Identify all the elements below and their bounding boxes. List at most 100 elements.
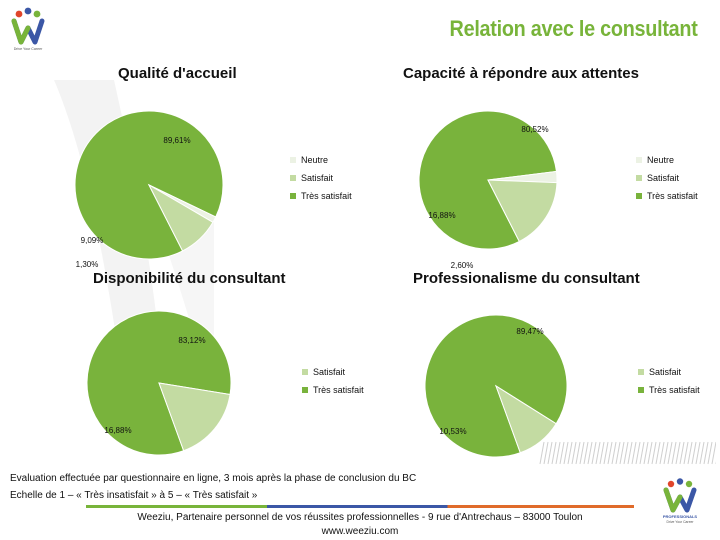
- hatch-line: [695, 441, 701, 465]
- data-label-satisfait: 16,88%: [104, 426, 131, 435]
- hatch-line: [591, 441, 597, 465]
- legend-swatch: [636, 157, 642, 163]
- pie-slice-satisfait: [147, 183, 214, 252]
- legend-swatch: [638, 369, 644, 375]
- legend-label: Très satisfait: [301, 191, 352, 201]
- scale-note: Echelle de 1 – « Très insatisfait » à 5 …: [10, 490, 258, 501]
- hatch-line: [687, 441, 693, 465]
- logo-tagline: Drive Your Career: [14, 47, 43, 51]
- hatch-line: [651, 441, 657, 465]
- chart-title-professionalisme: Professionalisme du consultant: [413, 270, 640, 287]
- hatch-line: [583, 441, 589, 465]
- legend-qualite: Neutre Satisfait Très satisfait: [290, 151, 352, 205]
- hatch-line: [671, 441, 677, 465]
- legend-swatch: [302, 387, 308, 393]
- data-label-satisfait: 9,09%: [81, 236, 104, 245]
- hatch-line: [663, 441, 669, 465]
- hatch-line: [563, 441, 569, 465]
- hatch-line: [703, 441, 709, 465]
- hatch-line: [551, 441, 557, 465]
- hatch-line: [635, 441, 641, 465]
- evaluation-note: Evaluation effectuée par questionnaire e…: [10, 473, 417, 484]
- legend-item-neutre: Neutre: [636, 151, 698, 169]
- chart-title-capacite: Capacité à répondre aux attentes: [403, 65, 639, 82]
- hatch-line: [603, 441, 609, 465]
- footer-color-bar: [86, 505, 634, 508]
- hatch-line: [571, 441, 577, 465]
- legend-item-tres-satisfait: Très satisfait: [302, 381, 364, 399]
- legend-item-neutre: Neutre: [290, 151, 352, 169]
- hatch-line: [707, 441, 713, 465]
- hatch-line: [619, 441, 625, 465]
- company-address: Weeziu, Partenaire personnel de vos réus…: [137, 512, 583, 523]
- hatch-line: [623, 441, 629, 465]
- hatch-line: [567, 441, 573, 465]
- data-label-satisfait: 10,53%: [439, 427, 466, 436]
- legend-label: Satisfait: [301, 173, 334, 183]
- hatch-line: [599, 441, 605, 465]
- pie-slice-satisfait: [495, 384, 557, 454]
- legend-professionalisme: Satisfait Très satisfait: [638, 363, 700, 399]
- legend-swatch: [638, 387, 644, 393]
- hatch-line: [579, 441, 585, 465]
- legend-item-satisfait: Satisfait: [638, 363, 700, 381]
- legend-label: Satisfait: [649, 367, 682, 377]
- hatch-line: [627, 441, 633, 465]
- hatch-line: [643, 441, 649, 465]
- hatch-line: [711, 441, 716, 465]
- weeziu-professionals-logo: PROFESSIONALS Drive Your Career: [663, 478, 697, 524]
- pie-chart-qualite: 89,61% 1,30% 9,09%: [74, 110, 224, 269]
- pie-slice-satisfait: [158, 382, 231, 452]
- hatch-line: [639, 441, 645, 465]
- decorative-hatch-lines: [539, 441, 716, 465]
- legend-swatch: [290, 157, 296, 163]
- hatch-line: [539, 441, 545, 465]
- footer-notes: Evaluation effectuée par questionnaire e…: [10, 470, 416, 504]
- legend-item-satisfait: Satisfait: [636, 169, 698, 187]
- legend-label: Très satisfait: [313, 385, 364, 395]
- hatch-line: [607, 441, 613, 465]
- legend-item-satisfait: Satisfait: [290, 169, 352, 187]
- pie-slice-satisfait: [487, 179, 558, 243]
- hatch-line: [667, 441, 673, 465]
- pie-chart-capacite: 80,52% 2,60% 16,88%: [418, 110, 558, 270]
- pie-chart-professionalisme: 89,47% 10,53%: [424, 314, 568, 458]
- hatch-line: [683, 441, 689, 465]
- hatch-line: [647, 441, 653, 465]
- hatch-line: [587, 441, 593, 465]
- legend-capacite: Neutre Satisfait Très satisfait: [636, 151, 698, 205]
- page-title: Relation avec le consultant: [450, 16, 698, 41]
- legend-item-tres-satisfait: Très satisfait: [636, 187, 698, 205]
- legend-item-satisfait: Satisfait: [302, 363, 364, 381]
- hatch-line: [691, 441, 697, 465]
- website-link[interactable]: www.weeziu.com: [321, 526, 399, 537]
- hatch-line: [615, 441, 621, 465]
- data-label-neutre: 2,60%: [451, 261, 474, 270]
- weeziu-logo: Drive Your Career: [11, 7, 45, 51]
- data-label-satisfait: 16,88%: [428, 211, 455, 220]
- legend-item-tres-satisfait: Très satisfait: [290, 187, 352, 205]
- hatch-line: [679, 441, 685, 465]
- hatch-line: [555, 441, 561, 465]
- data-label-tres-satisfait: 80,52%: [521, 125, 548, 134]
- hatch-line: [699, 441, 705, 465]
- hatch-line: [611, 441, 617, 465]
- chart-title-disponibilite: Disponibilité du consultant: [93, 270, 286, 287]
- pie-chart-disponibilite: 83,12% 16,88%: [86, 310, 232, 456]
- hatch-line: [655, 441, 661, 465]
- legend-swatch: [290, 175, 296, 181]
- hatch-line: [575, 441, 581, 465]
- legend-swatch: [290, 193, 296, 199]
- hatch-line: [543, 441, 549, 465]
- legend-label: Très satisfait: [647, 191, 698, 201]
- legend-label: Neutre: [647, 155, 675, 165]
- hatch-line: [675, 441, 681, 465]
- chart-title-qualite: Qualité d'accueil: [118, 65, 237, 82]
- legend-disponibilite: Satisfait Très satisfait: [302, 363, 364, 399]
- legend-label: Satisfait: [313, 367, 346, 377]
- legend-item-tres-satisfait: Très satisfait: [638, 381, 700, 399]
- legend-swatch: [636, 193, 642, 199]
- data-label-tres-satisfait: 89,47%: [516, 327, 543, 336]
- legend-label: Neutre: [301, 155, 329, 165]
- data-label-tres-satisfait: 83,12%: [178, 336, 205, 345]
